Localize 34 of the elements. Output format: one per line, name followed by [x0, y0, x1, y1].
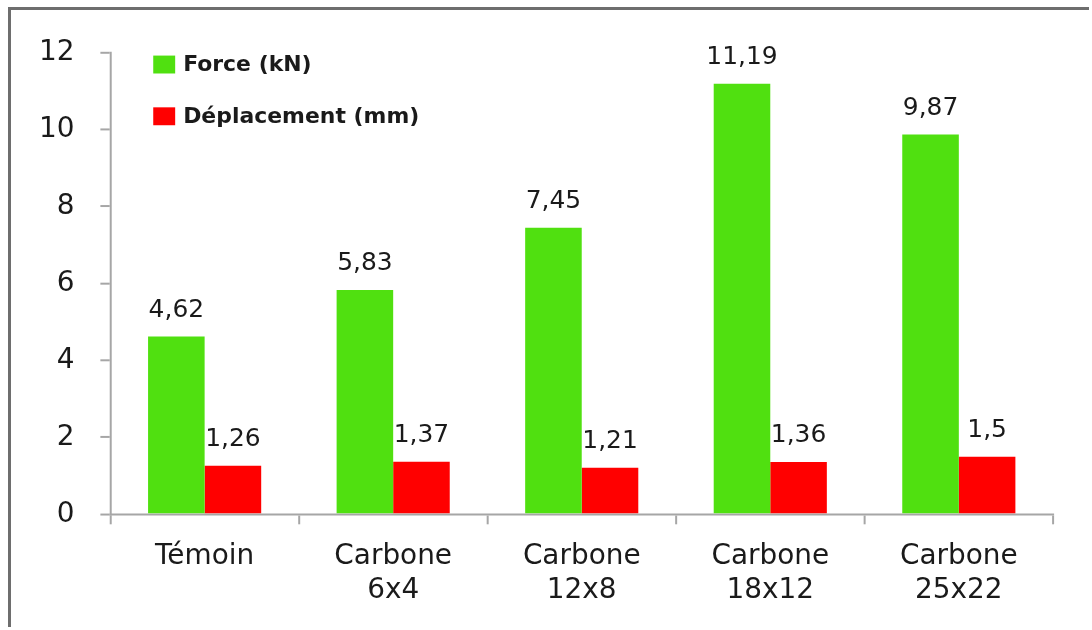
legend-label: Déplacement (mm) — [183, 102, 420, 128]
y-tick-label: 6 — [56, 264, 75, 298]
bar — [336, 290, 394, 514]
bar — [525, 227, 582, 514]
bar — [713, 83, 771, 514]
data-label: 1,36 — [770, 419, 827, 449]
x-tick-label: Carbone 18x12 — [711, 538, 830, 605]
y-tick-label: 2 — [56, 418, 75, 452]
data-label: 1,21 — [582, 424, 638, 454]
data-label: 1,5 — [967, 413, 1007, 443]
data-label: 1,37 — [393, 418, 450, 448]
data-label: 5,83 — [337, 247, 393, 277]
bar — [393, 461, 450, 514]
legend-label: Force (kN) — [183, 51, 312, 77]
data-label: 4,62 — [148, 293, 205, 323]
x-tick-label: Carbone 6x4 — [334, 538, 453, 605]
x-tick-label: Témoin — [154, 538, 255, 572]
y-tick-label: 0 — [56, 495, 75, 529]
data-label: 11,19 — [706, 40, 778, 70]
bar — [770, 462, 827, 514]
y-tick-label: 4 — [56, 341, 75, 375]
bar — [148, 336, 205, 514]
x-tick-label: Carbone 12x8 — [522, 538, 641, 605]
y-tick-label: 8 — [56, 187, 75, 221]
bar — [958, 456, 1016, 514]
bar — [902, 134, 959, 514]
bar — [204, 465, 262, 514]
data-label: 1,26 — [205, 422, 261, 452]
y-tick-label: 10 — [38, 110, 75, 144]
bar — [581, 467, 639, 514]
data-label: 7,45 — [525, 184, 582, 214]
x-tick-label: Carbone 25x22 — [899, 538, 1018, 605]
y-tick-label: 12 — [38, 33, 75, 67]
data-label: 9,87 — [902, 91, 959, 121]
